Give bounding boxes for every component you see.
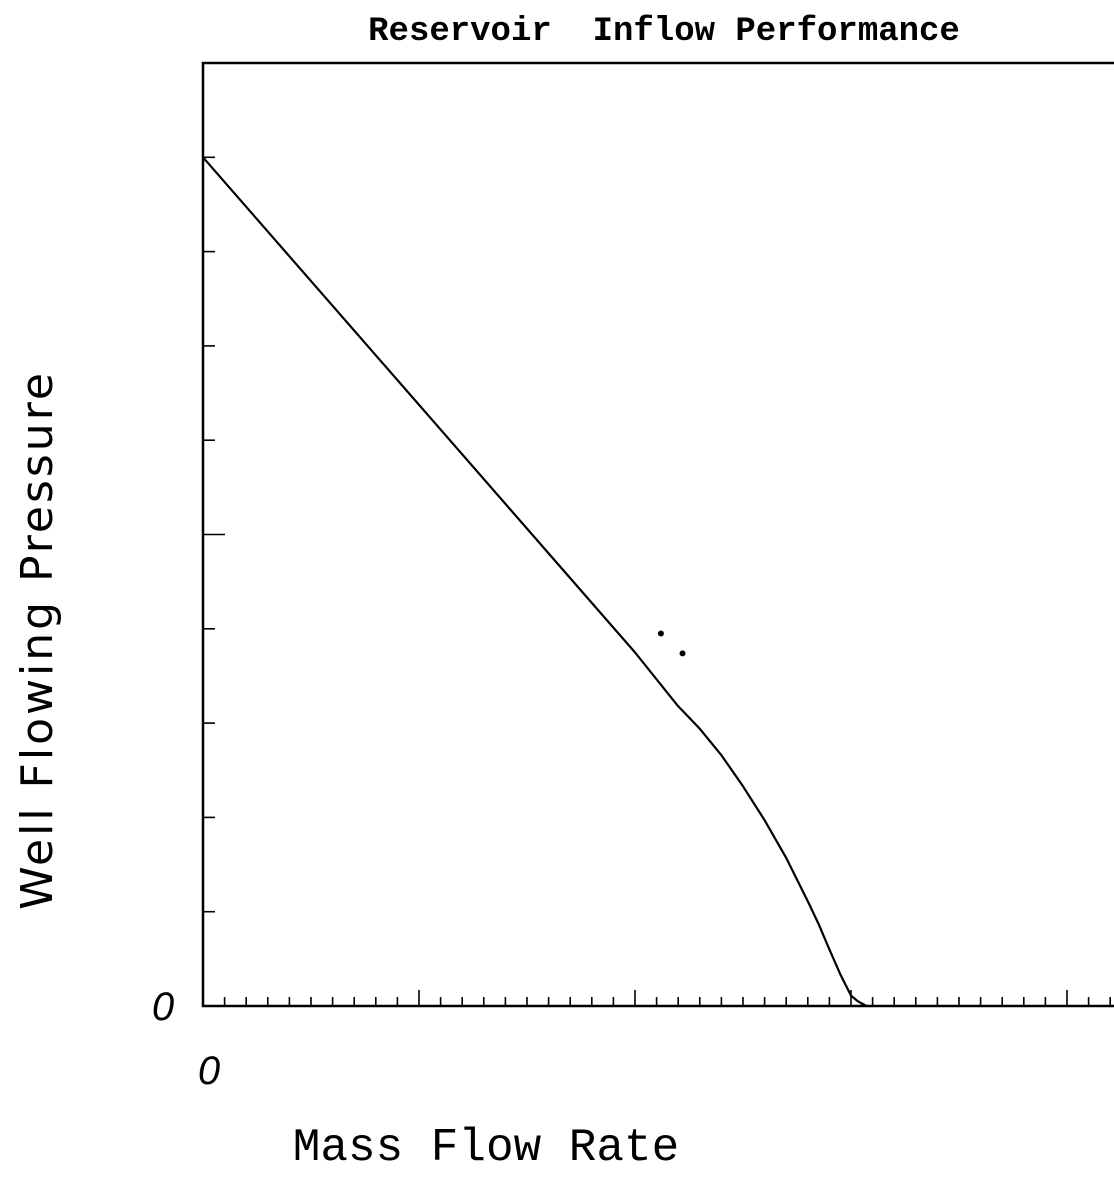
y-axis-label: Well Flowing Pressure <box>12 370 63 910</box>
inflow-performance-curve <box>202 156 868 1007</box>
curve-marker <box>679 650 686 657</box>
curve-marker <box>657 630 664 637</box>
x-origin-label: 0 <box>198 1049 220 1093</box>
x-axis-label: Mass Flow Rate <box>293 1122 679 1174</box>
y-axis-ticks <box>203 156 225 913</box>
y-origin-label: 0 <box>152 985 174 1029</box>
x-axis-ticks <box>223 990 1111 1006</box>
plot-frame <box>201 61 1114 1008</box>
chart-title: Reservoir Inflow Performance <box>368 13 960 51</box>
curve-markers <box>657 630 686 657</box>
